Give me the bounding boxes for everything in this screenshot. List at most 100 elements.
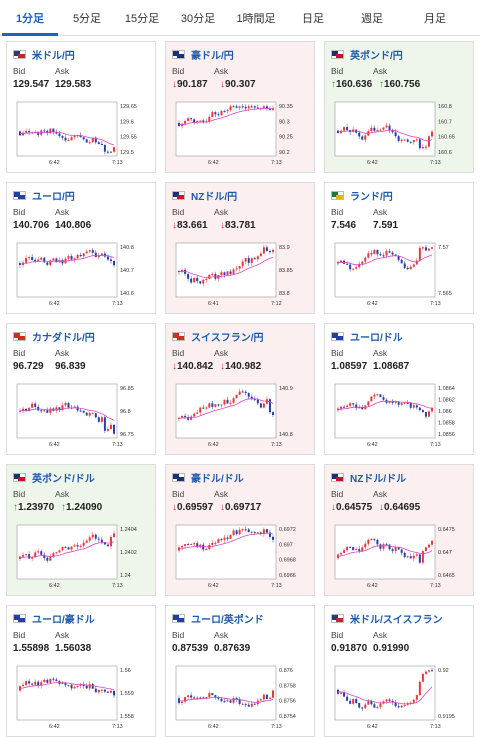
x-tick-label: 7:13: [112, 724, 123, 730]
candle: [97, 689, 100, 693]
tab-3[interactable]: 30分足: [180, 13, 216, 25]
candle: [46, 130, 49, 134]
fx-card[interactable]: 豪ドル/ドル Bid Ask ↓0.69597 ↓0.69717 0.6972 0.…: [165, 464, 315, 596]
pair-name[interactable]: 豪ドル/ドル: [191, 473, 244, 485]
candle: [103, 144, 106, 152]
price-chart: 1.56 1.559 1.558 6:42 7:13: [16, 665, 134, 730]
candle: [376, 249, 379, 255]
ask-value: ↑1.24090: [61, 502, 103, 513]
candle: [223, 701, 226, 703]
candle: [370, 253, 373, 255]
card-header: カナダドル/円: [13, 329, 95, 344]
candle: [379, 129, 382, 131]
fx-card[interactable]: 米ドル/円 Bid Ask 129.547 129.583 129.65 129.6…: [6, 41, 156, 173]
card-header: ユーロ/ドル: [331, 329, 403, 344]
pair-name[interactable]: NZドル/円: [191, 191, 238, 203]
fx-card[interactable]: 英ポンド/円 Bid Ask ↑160.636 ↑160.756 160.8 160…: [324, 41, 474, 173]
y-tick-label: 90.35: [279, 104, 293, 110]
candle: [22, 684, 25, 687]
tab-6[interactable]: 週足: [361, 13, 383, 25]
pair-name[interactable]: 英ポンド/円: [350, 50, 403, 62]
candle: [343, 406, 346, 408]
fx-card[interactable]: NZドル/ドル Bid Ask ↓0.64575 ↓0.64695 0.6475 0…: [324, 464, 474, 596]
fx-card[interactable]: ユーロ/ドル Bid Ask 1.08597 1.08687 1.0864 1.08…: [324, 323, 474, 455]
chart-frame: [16, 383, 118, 439]
pair-name[interactable]: ユーロ/ドル: [350, 332, 403, 344]
candle: [181, 415, 184, 418]
candle: [217, 539, 220, 543]
down-arrow-icon: ↓: [172, 361, 177, 372]
candle: [178, 547, 180, 551]
tab-7[interactable]: 月足: [424, 13, 446, 25]
x-tick-label: 6:42: [367, 442, 378, 448]
pair-name[interactable]: スイスフラン/円: [191, 332, 264, 344]
candle: [79, 254, 82, 257]
fx-card[interactable]: 米ドル/スイスフラン Bid Ask 0.91870 0.91990 0.92 0.…: [324, 605, 474, 737]
tab-1[interactable]: 5分足: [72, 13, 102, 25]
candle: [346, 696, 349, 701]
candle: [238, 699, 241, 704]
pair-name[interactable]: 英ポンド/ドル: [32, 473, 95, 485]
fx-card[interactable]: ユーロ/豪ドル Bid Ask 1.55898 1.56038 1.56 1.559…: [6, 605, 156, 737]
candle: [409, 141, 412, 143]
candle: [46, 262, 49, 265]
candle: [421, 673, 424, 682]
candle: [100, 253, 103, 256]
candle: [424, 146, 427, 148]
bid-label: Bid: [331, 348, 344, 358]
tab-4[interactable]: 1時間足: [236, 13, 276, 25]
candle: [28, 681, 31, 684]
candle: [361, 547, 364, 551]
candle: [55, 258, 58, 263]
candle: [43, 554, 46, 558]
candle: [397, 136, 400, 141]
y-tick-label: 83.85: [279, 268, 293, 274]
tab-2[interactable]: 15分足: [124, 13, 160, 25]
candle: [28, 257, 31, 259]
candle: [91, 534, 94, 538]
candle: [85, 251, 88, 254]
candle: [361, 707, 364, 709]
candle: [34, 131, 37, 133]
bid-label: Bid: [331, 489, 344, 499]
fx-card[interactable]: ユーロ/英ポンド Bid Ask 0.87539 0.87639 0.876 0.8…: [165, 605, 315, 737]
pair-name[interactable]: NZドル/ドル: [350, 473, 407, 485]
ask-label: Ask: [55, 630, 70, 640]
fx-card[interactable]: ユーロ/円 Bid Ask 140.706 140.806 140.8 140.7 1…: [6, 182, 156, 314]
pair-name[interactable]: 米ドル/スイスフラン: [350, 614, 443, 626]
candle: [373, 127, 376, 131]
tab-5[interactable]: 日足: [302, 13, 324, 25]
pair-name[interactable]: ユーロ/英ポンド: [191, 614, 264, 626]
fx-card[interactable]: スイスフラン/円 Bid Ask ↓140.842 ↓140.982 140.9 1…: [165, 323, 315, 455]
candle: [49, 128, 52, 134]
candle: [181, 701, 184, 703]
y-tick-label: 0.647: [438, 550, 452, 556]
fx-card[interactable]: カナダドル/円 Bid Ask 96.729 96.839 96.85 96.8 96…: [6, 323, 156, 455]
fx-card[interactable]: NZドル/円 Bid Ask ↓83.661 ↓83.781 83.9 83.85 8…: [165, 182, 315, 314]
pair-name[interactable]: ユーロ/円: [32, 191, 75, 203]
fx-card[interactable]: 豪ドル/円 Bid Ask ↓90.187 ↓90.307 90.35 90.3 90…: [165, 41, 315, 173]
x-tick-label: 6:41: [208, 301, 219, 307]
candle: [79, 684, 82, 686]
pair-name[interactable]: 豪ドル/円: [191, 50, 234, 62]
tab-0[interactable]: 1分足: [2, 0, 58, 36]
price-chart: 129.65 129.6 129.55 129.5 6:42 7:13: [16, 101, 137, 166]
pair-name[interactable]: 米ドル/円: [32, 50, 75, 62]
pair-name[interactable]: ユーロ/豪ドル: [32, 614, 95, 626]
candle: [241, 106, 244, 108]
candle: [97, 255, 100, 258]
fx-card[interactable]: 英ポンド/ドル Bid Ask ↑1.23970 ↑1.24090 1.2404 1…: [6, 464, 156, 596]
price-chart: 7.57 7.565 6:42 7:13: [334, 242, 452, 307]
candle: [256, 256, 259, 260]
down-arrow-icon: ↓: [220, 502, 225, 513]
fx-card[interactable]: ランド/円 Bid Ask 7.546 7.591 7.57 7.565 6:42 7:…: [324, 182, 474, 314]
candle: [400, 549, 403, 553]
candle: [385, 544, 388, 546]
candle: [358, 549, 361, 551]
pair-name[interactable]: カナダドル/円: [32, 332, 95, 344]
y-tick-label: 1.558: [120, 714, 134, 720]
chart-frame: [334, 524, 436, 580]
pair-name[interactable]: ランド/円: [350, 191, 393, 203]
bid-label: Bid: [331, 630, 344, 640]
candle: [76, 254, 79, 259]
